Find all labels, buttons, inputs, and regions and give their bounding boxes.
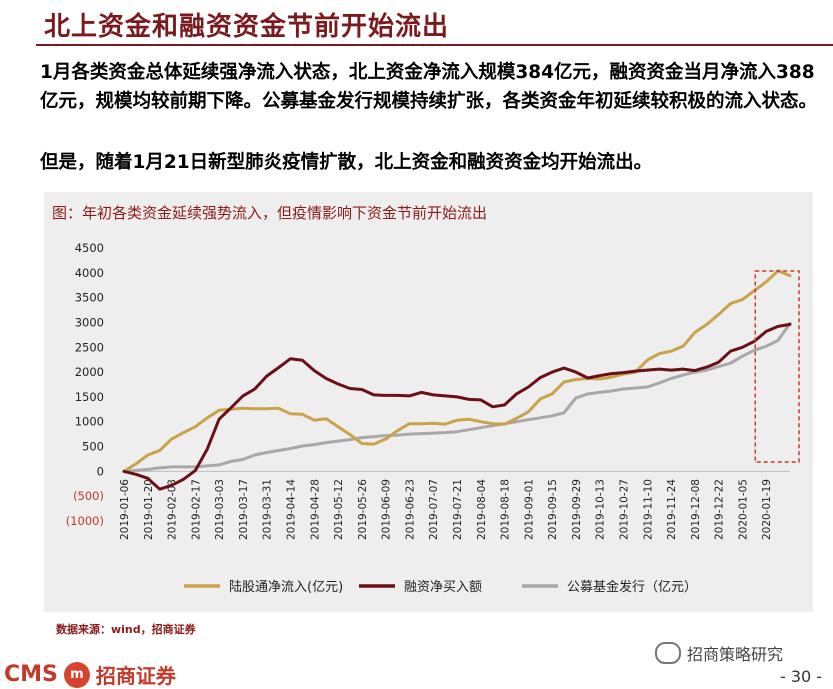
y-tick-label: 3500 [75,291,104,305]
y-tick-label: 3000 [75,315,104,329]
x-tick-label: 2019-04-28 [309,479,321,540]
y-tick-label: 2000 [75,365,104,379]
cms-logo: CMS m 招商证券 [4,660,176,689]
legend-label-2: 公募基金发行（亿元） [567,579,697,595]
series-line-0 [122,269,792,473]
x-tick-label: 2019-09-15 [547,479,559,540]
x-tick-label: 2019-01-06 [119,479,131,540]
legend-label-0: 陆股通净流入(亿元) [229,579,343,595]
x-tick-label: 2019-05-26 [357,479,369,540]
y-tick-label: 1000 [75,415,104,429]
wechat-name: 招商策略研究 [687,645,784,664]
x-tick-label: 2020-01-05 [737,479,749,540]
chart-title: 图：年初各类资金延续强势流入，但疫情影响下资金节前开始流出 [52,204,488,222]
x-tick-label: 2019-03-31 [262,479,274,540]
x-tick-label: 2019-03-03 [214,479,226,540]
wechat-icon [655,642,681,664]
y-tick-label: 4500 [75,241,104,255]
x-tick-label: 2019-01-20 [143,479,155,540]
y-tick-label: (500) [73,489,104,503]
y-tick-label: 0 [97,464,104,478]
x-tick-label: 2019-11-24 [666,479,678,540]
legend-label-1: 融资净买入额 [404,580,482,595]
x-tick-label: 2019-10-27 [619,479,631,540]
summary-paragraph: 1月各类资金总体延续强净流入状态，北上资金净流入规模384亿元，融资资金当月净流… [40,62,818,112]
x-tick-label: 2019-08-18 [500,479,512,540]
wechat-account: 招商策略研究 [655,641,783,665]
x-tick-label: 2019-12-08 [690,479,702,540]
x-tick-label: 2019-11-10 [642,479,654,540]
y-tick-label: 1500 [75,390,104,404]
x-tick-label: 2019-05-12 [333,479,345,540]
x-tick-label: 2019-02-17 [190,479,202,540]
x-tick-label: 2019-04-14 [286,479,298,540]
x-tick-label: 2019-10-13 [595,479,607,540]
y-tick-label: (1000) [66,514,104,528]
series-line-1 [122,322,792,491]
x-tick-label: 2019-09-29 [571,479,583,540]
y-tick-label: 4000 [75,266,104,280]
x-tick-label: 2019-07-07 [428,479,440,540]
x-tick-label: 2019-06-23 [404,479,416,540]
x-tick-label: 2019-06-09 [381,479,393,540]
x-tick-label: 2019-03-17 [238,479,250,540]
x-tick-label: 2019-08-04 [476,479,488,540]
logo-text: CMS [4,662,58,687]
highlight-box [754,270,800,463]
page-number: - 30 - [780,667,823,686]
chart-panel [44,192,813,612]
x-tick-label: 2019-12-22 [714,479,726,540]
logo-mark-icon: m [63,661,90,688]
y-tick-label: 500 [82,440,104,454]
x-tick-label: 2019-07-21 [452,479,464,540]
x-tick-label: 2019-09-01 [523,479,535,540]
x-tick-label: 2019-02-03 [167,479,179,540]
series-line-2 [122,321,792,473]
highlight-paragraph: 但是，随着1月21日新型肺炎疫情扩散，北上资金和融资资金均开始流出。 [40,152,653,173]
title-divider [36,44,833,46]
page-title: 北上资金和融资资金节前开始流出 [44,12,450,42]
data-source: 数据来源：wind，招商证券 [56,623,196,636]
x-tick-label: 2020-01-19 [761,479,773,540]
logo-chinese: 招商证券 [95,664,176,688]
y-tick-label: 2500 [75,340,104,354]
